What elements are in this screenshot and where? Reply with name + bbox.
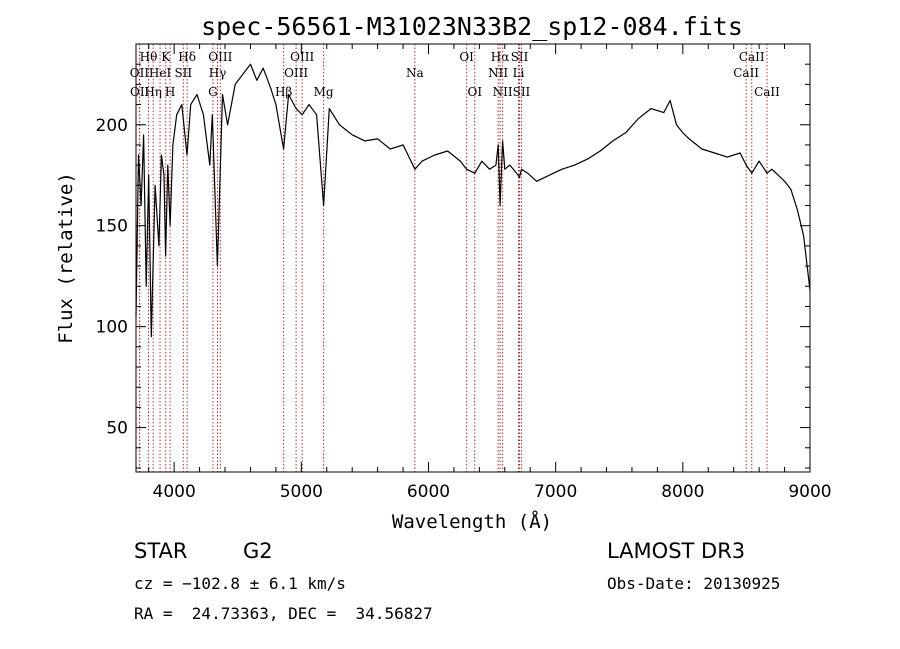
spectral-line-label: Mg	[314, 85, 334, 99]
x-axis-ticks: 4000 5000 6000 7000 8000 9000	[148, 44, 832, 502]
spectral-line-label: Li	[513, 66, 525, 80]
redshift-text: cz = −102.8 ± 6.1 km/s	[134, 574, 346, 593]
spectral-line-label: Na	[406, 66, 424, 80]
spectral-line-label: K	[161, 50, 171, 64]
survey-name: LAMOST DR3	[607, 539, 746, 563]
spectral-line-label: HeI	[149, 66, 172, 80]
object-class: STAR	[134, 539, 188, 563]
spectral-line-label: SII	[511, 50, 529, 64]
x-tick-label: 5000	[280, 482, 323, 502]
spectral-line-label: CaII	[733, 66, 759, 80]
spectral-line-label: G	[208, 85, 218, 99]
y-tick-label: 200	[96, 116, 128, 136]
y-tick-label: 150	[96, 217, 128, 237]
spectral-line-label: NII	[493, 85, 513, 99]
x-tick-label: 9000	[788, 482, 831, 502]
object-subclass: G2	[243, 539, 273, 563]
spectral-line-label: SII	[513, 85, 531, 99]
spectral-line-label: OI	[459, 50, 474, 64]
x-axis-label: Wavelength (Å)	[392, 510, 552, 533]
spectral-line-label: SII	[174, 66, 192, 80]
x-tick-label: 6000	[407, 482, 450, 502]
spectral-line-label: CaII	[754, 85, 780, 99]
spectral-line-label: Hη	[144, 85, 162, 99]
spectral-line-label: H	[165, 85, 175, 99]
spectral-line-label: CaII	[739, 50, 765, 64]
spectral-line-label: Hα	[491, 50, 510, 64]
spectral-line-label: Hδ	[178, 50, 196, 64]
spectral-line-label: Hγ	[209, 66, 227, 80]
observation-date: Obs-Date: 20130925	[607, 574, 781, 593]
x-tick-label: 4000	[153, 482, 196, 502]
spectrum-series	[135, 63, 811, 338]
y-axis-label: Flux (relative)	[55, 172, 77, 344]
spectral-line-label: OIII	[208, 50, 232, 64]
spectral-line-label: OIII	[290, 50, 314, 64]
plot-frame	[135, 43, 811, 473]
chart-title: spec-56561-M31023N33B2_sp12-084.fits	[201, 12, 743, 41]
y-tick-label: 50	[106, 419, 128, 439]
spectral-line-label: OII	[130, 85, 150, 99]
spectral-line-label: Hθ	[140, 50, 158, 64]
x-tick-label: 7000	[534, 482, 577, 502]
spectral-line-label: NII	[488, 66, 508, 80]
spectral-line-label: OI	[467, 85, 482, 99]
coordinates-text: RA = 24.73363, DEC = 34.56827	[134, 604, 433, 623]
spectrum-line	[135, 63, 811, 338]
spectral-line-label: OIII	[284, 66, 308, 80]
y-tick-label: 100	[96, 318, 128, 338]
x-tick-label: 8000	[661, 482, 704, 502]
y-axis-ticks: 50 100 150 200	[96, 43, 810, 469]
